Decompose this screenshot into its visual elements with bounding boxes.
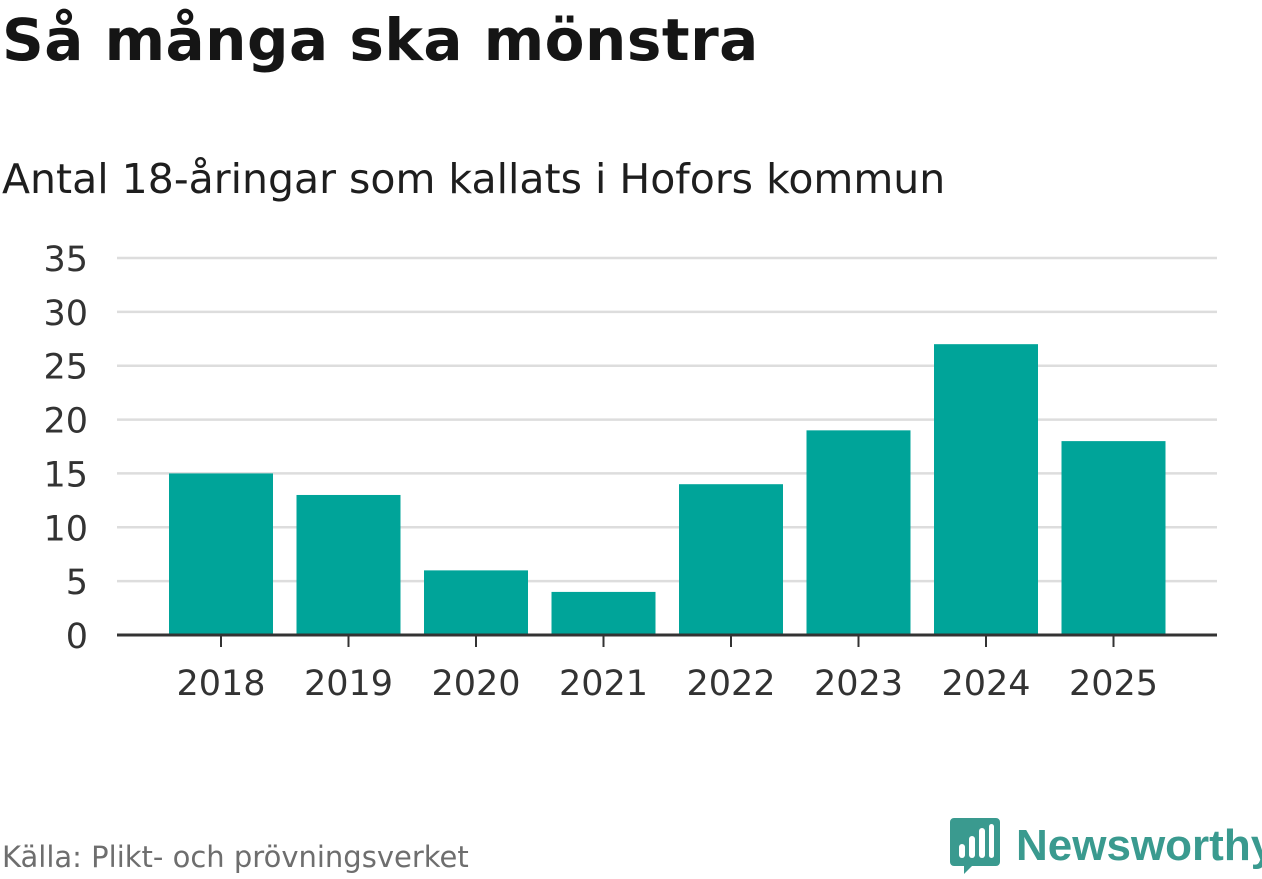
chart-subtitle: Antal 18-åringar som kallats i Hofors ko… (2, 155, 946, 203)
bar (551, 591, 656, 635)
x-tick-label: 2020 (431, 664, 520, 704)
bar (424, 570, 528, 635)
x-tick-label: 2024 (941, 664, 1030, 704)
y-tick-label: 0 (66, 617, 88, 657)
brand-logo: Newsworthy (950, 818, 1262, 874)
bar (934, 344, 1038, 635)
x-tick-label: 2019 (304, 664, 393, 704)
x-tick-label: 2018 (176, 664, 265, 704)
chart-title: Så många ska mönstra (2, 6, 759, 74)
bar (1061, 441, 1166, 635)
bar (806, 430, 911, 635)
bar (169, 473, 273, 635)
y-tick-label: 5 (66, 563, 88, 603)
y-tick-label: 20 (43, 402, 88, 442)
x-tick-label: 2022 (686, 664, 775, 704)
x-tick-label: 2025 (1069, 664, 1158, 704)
bar (296, 494, 401, 635)
x-tick-label: 2023 (814, 664, 903, 704)
y-tick-label: 25 (43, 348, 88, 388)
brand-name: Newsworthy (1016, 821, 1262, 870)
y-tick-label: 15 (43, 455, 88, 495)
x-tick-label: 2021 (559, 664, 648, 704)
y-tick-label: 30 (43, 294, 88, 334)
y-tick-label: 35 (43, 240, 88, 280)
newsworthy-icon (950, 818, 1000, 874)
source-note: Källa: Plikt- och prövningsverket (2, 840, 469, 874)
bar (679, 484, 783, 635)
y-tick-label: 10 (43, 509, 88, 549)
